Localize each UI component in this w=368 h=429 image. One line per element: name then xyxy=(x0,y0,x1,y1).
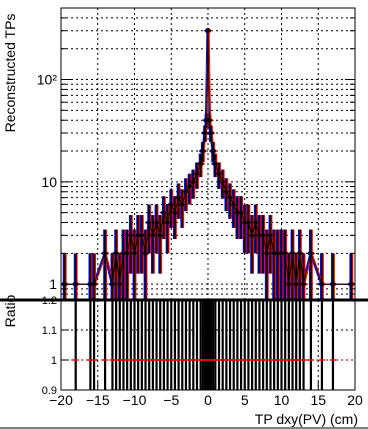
ratio-y-axis-title: Ratio xyxy=(2,294,18,327)
ratio-data xyxy=(61,300,355,390)
x-tick-label: 15 xyxy=(310,392,326,408)
x-tick-label: −10 xyxy=(123,392,147,408)
ratio-y-tick-label: 0.9 xyxy=(42,385,57,397)
main-y-axis-title: Reconstructed TPs xyxy=(2,14,18,133)
main-data xyxy=(60,28,356,300)
x-axis-title: TP dxy(PV) (cm) xyxy=(255,411,358,427)
ratio-y-tick-label: 1 xyxy=(51,355,57,367)
main-y-ticks: 1 10 10² xyxy=(37,7,355,301)
x-tick-label: 5 xyxy=(241,392,249,408)
main-y-tick-label: 10² xyxy=(37,72,58,88)
ratio-y-ticks: 0.9 1 1.1 1.2 xyxy=(42,295,69,397)
x-tick-label: −5 xyxy=(163,392,179,408)
ratio-y-tick-label: 1.1 xyxy=(42,325,57,337)
series-line xyxy=(64,30,352,285)
main-y-tick-label: 10 xyxy=(41,174,57,190)
x-ticks: −20 −15 −10 −5 0 5 10 15 20 xyxy=(49,382,363,408)
ratio-y-tick-label: 1.2 xyxy=(42,295,57,307)
x-tick-label: 10 xyxy=(274,392,290,408)
x-tick-label: 0 xyxy=(204,392,212,408)
ratio-frame xyxy=(0,298,368,391)
x-tick-label: −20 xyxy=(49,392,73,408)
x-tick-label: −15 xyxy=(86,392,110,408)
x-tick-label: 20 xyxy=(347,392,363,408)
main-y-tick-label: 1 xyxy=(49,276,57,292)
